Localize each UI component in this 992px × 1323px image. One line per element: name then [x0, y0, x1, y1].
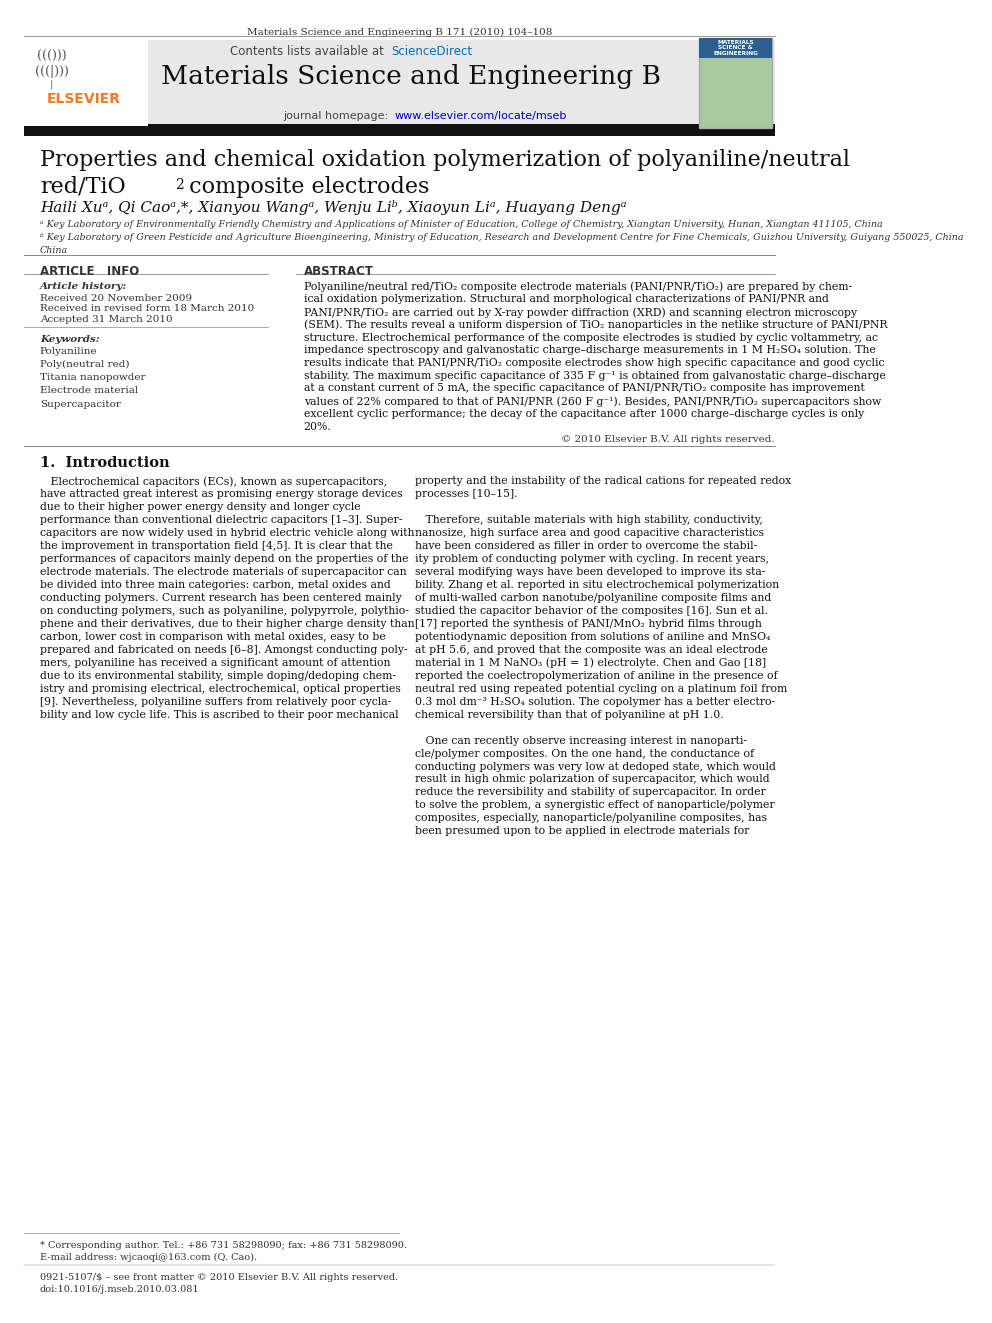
- Text: neutral red using repeated potential cycling on a platinum foil from: neutral red using repeated potential cyc…: [416, 684, 788, 693]
- Text: MATERIALS
SCIENCE &
ENGINEERING: MATERIALS SCIENCE & ENGINEERING: [713, 40, 758, 57]
- Text: performance than conventional dielectric capacitors [1–3]. Super-: performance than conventional dielectric…: [40, 515, 403, 525]
- Text: ((())): ((())): [37, 50, 66, 64]
- Text: 0921-5107/$ – see front matter © 2010 Elsevier B.V. All rights reserved.: 0921-5107/$ – see front matter © 2010 El…: [40, 1273, 398, 1282]
- Text: performances of capacitors mainly depend on the properties of the: performances of capacitors mainly depend…: [40, 554, 409, 564]
- Text: have been considered as filler in order to overcome the stabil-: have been considered as filler in order …: [416, 541, 758, 552]
- Text: excellent cyclic performance; the decay of the capacitance after 1000 charge–dis: excellent cyclic performance; the decay …: [304, 409, 864, 419]
- Text: Electrode material: Electrode material: [40, 386, 138, 396]
- Text: |: |: [48, 79, 57, 89]
- Text: Received 20 November 2009: Received 20 November 2009: [40, 294, 192, 303]
- Text: reduce the reversibility and stability of supercapacitor. In order: reduce the reversibility and stability o…: [416, 787, 766, 798]
- Text: nanosize, high surface area and good capacitive characteristics: nanosize, high surface area and good cap…: [416, 528, 765, 538]
- Text: bility. Zhang et al. reported in situ electrochemical polymerization: bility. Zhang et al. reported in situ el…: [416, 579, 780, 590]
- Text: Materials Science and Engineering B: Materials Science and Engineering B: [162, 64, 662, 89]
- Text: material in 1 M NaNO₃ (pH = 1) electrolyte. Chen and Gao [18]: material in 1 M NaNO₃ (pH = 1) electroly…: [416, 658, 767, 668]
- Text: Contents lists available at: Contents lists available at: [230, 45, 388, 58]
- Text: ᵃ Key Laboratory of Environmentally Friendly Chemistry and Applications of Minis: ᵃ Key Laboratory of Environmentally Frie…: [40, 220, 883, 229]
- Text: reported the coelectropolymerization of aniline in the presence of: reported the coelectropolymerization of …: [416, 671, 778, 681]
- Text: ABSTRACT: ABSTRACT: [304, 265, 373, 278]
- Text: E-mail address: wjcaoqi@163.com (Q. Cao).: E-mail address: wjcaoqi@163.com (Q. Cao)…: [40, 1253, 257, 1262]
- Text: impedance spectroscopy and galvanostatic charge–discharge measurements in 1 M H₂: impedance spectroscopy and galvanostatic…: [304, 345, 875, 356]
- Text: property and the instability of the radical cations for repeated redox: property and the instability of the radi…: [416, 476, 792, 487]
- Text: (SEM). The results reveal a uniform dispersion of TiO₂ nanoparticles in the netl: (SEM). The results reveal a uniform disp…: [304, 320, 887, 331]
- Text: composite electrodes: composite electrodes: [183, 176, 430, 198]
- Text: ical oxidation polymerization. Structural and morphological characterizations of: ical oxidation polymerization. Structura…: [304, 295, 828, 304]
- Text: Accepted 31 March 2010: Accepted 31 March 2010: [40, 315, 173, 324]
- Text: Received in revised form 18 March 2010: Received in revised form 18 March 2010: [40, 304, 254, 314]
- Text: [9]. Nevertheless, polyaniline suffers from relatively poor cycla-: [9]. Nevertheless, polyaniline suffers f…: [40, 697, 391, 706]
- Text: Keywords:: Keywords:: [40, 335, 99, 344]
- Text: One can recently observe increasing interest in nanoparti-: One can recently observe increasing inte…: [416, 736, 747, 746]
- Text: 2: 2: [175, 177, 184, 192]
- Text: prepared and fabricated on needs [6–8]. Amongst conducting poly-: prepared and fabricated on needs [6–8]. …: [40, 644, 408, 655]
- Text: Haili Xuᵃ, Qi Caoᵃ,*, Xianyou Wangᵃ, Wenju Liᵇ, Xiaoyun Liᵃ, Huayang Dengᵃ: Haili Xuᵃ, Qi Caoᵃ,*, Xianyou Wangᵃ, Wen…: [40, 200, 626, 214]
- Text: due to its environmental stability, simple doping/dedoping chem-: due to its environmental stability, simp…: [40, 671, 396, 681]
- Text: Electrochemical capacitors (ECs), known as supercapacitors,: Electrochemical capacitors (ECs), known …: [40, 476, 387, 487]
- Text: have attracted great interest as promising energy storage devices: have attracted great interest as promisi…: [40, 490, 403, 499]
- Text: * Corresponding author. Tel.: +86 731 58298090; fax: +86 731 58298090.: * Corresponding author. Tel.: +86 731 58…: [40, 1241, 407, 1250]
- Text: Polyaniline: Polyaniline: [40, 347, 97, 356]
- Text: be divided into three main categories: carbon, metal oxides and: be divided into three main categories: c…: [40, 579, 391, 590]
- Text: ᵇ Key Laboratory of Green Pesticide and Agriculture Bioengineering, Ministry of : ᵇ Key Laboratory of Green Pesticide and …: [40, 233, 963, 242]
- Text: doi:10.1016/j.mseb.2010.03.081: doi:10.1016/j.mseb.2010.03.081: [40, 1285, 199, 1294]
- Text: (((|))): (((|))): [35, 65, 68, 78]
- Text: chemical reversibility than that of polyaniline at pH 1.0.: chemical reversibility than that of poly…: [416, 709, 724, 720]
- Text: values of 22% compared to that of PANI/PNR (260 F g⁻¹). Besides, PANI/PNR/TiO₂ s: values of 22% compared to that of PANI/P…: [304, 396, 881, 406]
- Text: Properties and chemical oxidation polymerization of polyaniline/neutral: Properties and chemical oxidation polyme…: [40, 149, 850, 172]
- FancyBboxPatch shape: [699, 38, 773, 58]
- Text: 0.3 mol dm⁻³ H₂SO₄ solution. The copolymer has a better electro-: 0.3 mol dm⁻³ H₂SO₄ solution. The copolym…: [416, 697, 776, 706]
- Text: Polyaniline/neutral red/TiO₂ composite electrode materials (PANI/PNR/TiO₂) are p: Polyaniline/neutral red/TiO₂ composite e…: [304, 282, 852, 292]
- Text: [17] reported the synthesis of PANI/MnO₂ hybrid films through: [17] reported the synthesis of PANI/MnO₂…: [416, 619, 762, 628]
- Text: at pH 5.6, and proved that the composite was an ideal electrode: at pH 5.6, and proved that the composite…: [416, 644, 768, 655]
- Text: istry and promising electrical, electrochemical, optical properties: istry and promising electrical, electroc…: [40, 684, 401, 693]
- Text: studied the capacitor behavior of the composites [16]. Sun et al.: studied the capacitor behavior of the co…: [416, 606, 768, 617]
- Text: the improvement in transportation field [4,5]. It is clear that the: the improvement in transportation field …: [40, 541, 393, 552]
- Text: 1.  Introduction: 1. Introduction: [40, 456, 170, 471]
- Text: results indicate that PANI/PNR/TiO₂ composite electrodes show high specific capa: results indicate that PANI/PNR/TiO₂ comp…: [304, 359, 884, 368]
- Text: journal homepage:: journal homepage:: [283, 111, 392, 122]
- FancyBboxPatch shape: [699, 38, 773, 128]
- Text: due to their higher power energy density and longer cycle: due to their higher power energy density…: [40, 503, 360, 512]
- Text: conducting polymers. Current research has been centered mainly: conducting polymers. Current research ha…: [40, 593, 402, 603]
- Text: on conducting polymers, such as polyaniline, polypyrrole, polythio-: on conducting polymers, such as polyanil…: [40, 606, 409, 617]
- FancyBboxPatch shape: [24, 40, 775, 126]
- Text: © 2010 Elsevier B.V. All rights reserved.: © 2010 Elsevier B.V. All rights reserved…: [561, 435, 775, 445]
- Text: ity problem of conducting polymer with cycling. In recent years,: ity problem of conducting polymer with c…: [416, 554, 770, 564]
- Text: China: China: [40, 246, 68, 255]
- Text: bility and low cycle life. This is ascribed to their poor mechanical: bility and low cycle life. This is ascri…: [40, 709, 399, 720]
- Text: red/TiO: red/TiO: [40, 176, 126, 198]
- Text: ELSEVIER: ELSEVIER: [47, 91, 121, 106]
- Text: Titania nanopowder: Titania nanopowder: [40, 373, 146, 382]
- Text: Supercapacitor: Supercapacitor: [40, 400, 121, 409]
- FancyBboxPatch shape: [24, 124, 775, 136]
- Text: phene and their derivatives, due to their higher charge density than: phene and their derivatives, due to thei…: [40, 619, 415, 628]
- Text: electrode materials. The electrode materials of supercapacitor can: electrode materials. The electrode mater…: [40, 568, 407, 577]
- Text: capacitors are now widely used in hybrid electric vehicle along with: capacitors are now widely used in hybrid…: [40, 528, 415, 538]
- Text: cle/polymer composites. On the one hand, the conductance of: cle/polymer composites. On the one hand,…: [416, 749, 755, 758]
- Text: stability. The maximum specific capacitance of 335 F g⁻¹ is obtained from galvan: stability. The maximum specific capacita…: [304, 370, 886, 381]
- Text: Article history:: Article history:: [40, 282, 127, 291]
- Text: mers, polyaniline has received a significant amount of attention: mers, polyaniline has received a signifi…: [40, 658, 391, 668]
- Text: 20%.: 20%.: [304, 422, 331, 431]
- Text: result in high ohmic polarization of supercapacitor, which would: result in high ohmic polarization of sup…: [416, 774, 770, 785]
- Text: been presumed upon to be applied in electrode materials for: been presumed upon to be applied in elec…: [416, 827, 750, 836]
- Text: several modifying ways have been developed to improve its sta-: several modifying ways have been develop…: [416, 568, 766, 577]
- Text: structure. Electrochemical performance of the composite electrodes is studied by: structure. Electrochemical performance o…: [304, 332, 878, 343]
- Text: to solve the problem, a synergistic effect of nanoparticle/polymer: to solve the problem, a synergistic effe…: [416, 800, 775, 811]
- Text: Materials Science and Engineering B 171 (2010) 104–108: Materials Science and Engineering B 171 …: [247, 28, 553, 37]
- Text: PANI/PNR/TiO₂ are carried out by X-ray powder diffraction (XRD) and scanning ele: PANI/PNR/TiO₂ are carried out by X-ray p…: [304, 307, 857, 318]
- Text: composites, especially, nanoparticle/polyaniline composites, has: composites, especially, nanoparticle/pol…: [416, 814, 768, 823]
- Text: conducting polymers was very low at dedoped state, which would: conducting polymers was very low at dedo…: [416, 762, 777, 771]
- Text: processes [10–15].: processes [10–15].: [416, 490, 518, 499]
- Text: at a constant current of 5 mA, the specific capacitance of PANI/PNR/TiO₂ composi: at a constant current of 5 mA, the speci…: [304, 384, 864, 393]
- Text: Poly(neutral red): Poly(neutral red): [40, 360, 129, 369]
- Text: potentiodynamic deposition from solutions of aniline and MnSO₄: potentiodynamic deposition from solution…: [416, 632, 771, 642]
- Text: ARTICLE   INFO: ARTICLE INFO: [40, 265, 139, 278]
- Text: www.elsevier.com/locate/mseb: www.elsevier.com/locate/mseb: [395, 111, 567, 122]
- Text: Therefore, suitable materials with high stability, conductivity,: Therefore, suitable materials with high …: [416, 515, 763, 525]
- FancyBboxPatch shape: [24, 40, 148, 126]
- Text: carbon, lower cost in comparison with metal oxides, easy to be: carbon, lower cost in comparison with me…: [40, 632, 386, 642]
- Text: ScienceDirect: ScienceDirect: [392, 45, 472, 58]
- Text: of multi-walled carbon nanotube/polyaniline composite films and: of multi-walled carbon nanotube/polyanil…: [416, 593, 772, 603]
